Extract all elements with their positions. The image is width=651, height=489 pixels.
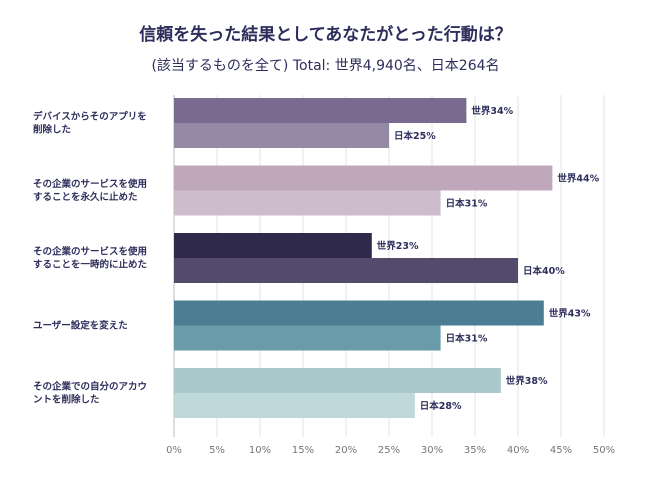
data-label: 日本25% xyxy=(394,130,436,142)
category-label: その企業での自分のアカウ xyxy=(33,381,147,393)
x-tick-label: 5% xyxy=(209,445,225,456)
category-label: その企業のサービスを使用 xyxy=(33,178,147,190)
data-label: 日本31% xyxy=(446,333,488,345)
x-tick-label: 10% xyxy=(249,445,271,456)
bar xyxy=(174,233,372,258)
data-label: 世界44% xyxy=(557,173,599,185)
category-label: その企業のサービスを使用 xyxy=(33,246,147,258)
category-label: ントを削除した xyxy=(33,394,100,406)
x-tick-label: 25% xyxy=(378,445,400,456)
bar xyxy=(174,300,544,326)
category-label: ユーザー設定を変えた xyxy=(33,320,128,332)
bar xyxy=(174,165,553,191)
bar xyxy=(174,98,467,123)
x-tick-label: 40% xyxy=(507,445,529,456)
bar xyxy=(174,368,501,393)
x-tick-label: 20% xyxy=(335,445,357,456)
category-label: デバイスからそのアプリを xyxy=(33,111,147,123)
bar xyxy=(174,190,441,216)
data-label: 日本31% xyxy=(446,198,488,210)
bar xyxy=(174,325,441,351)
x-tick-label: 35% xyxy=(464,445,486,456)
data-label: 日本28% xyxy=(420,400,462,412)
bar xyxy=(174,258,518,283)
data-label: 世界23% xyxy=(377,240,419,252)
data-label: 世界34% xyxy=(471,105,513,117)
category-label: 削除した xyxy=(33,124,71,136)
chart-subtitle: (該当するものを全て) Total: 世界4,940名、日本264名 xyxy=(151,58,500,74)
x-tick-label: 50% xyxy=(593,445,615,456)
bar xyxy=(174,393,415,418)
chart-title: 信頼を失った結果としてあなたがとった行動は？ xyxy=(139,25,512,45)
data-label: 日本40% xyxy=(523,265,565,277)
category-label: することを一時的に止めた xyxy=(33,259,147,271)
data-label: 世界38% xyxy=(506,375,548,387)
x-tick-label: 0% xyxy=(166,445,182,456)
bar xyxy=(174,123,389,148)
x-tick-label: 45% xyxy=(550,445,572,456)
x-tick-label: 30% xyxy=(421,445,443,456)
category-label: することを永久に止めた xyxy=(33,191,138,203)
x-tick-label: 15% xyxy=(292,445,314,456)
data-label: 世界43% xyxy=(549,308,591,320)
